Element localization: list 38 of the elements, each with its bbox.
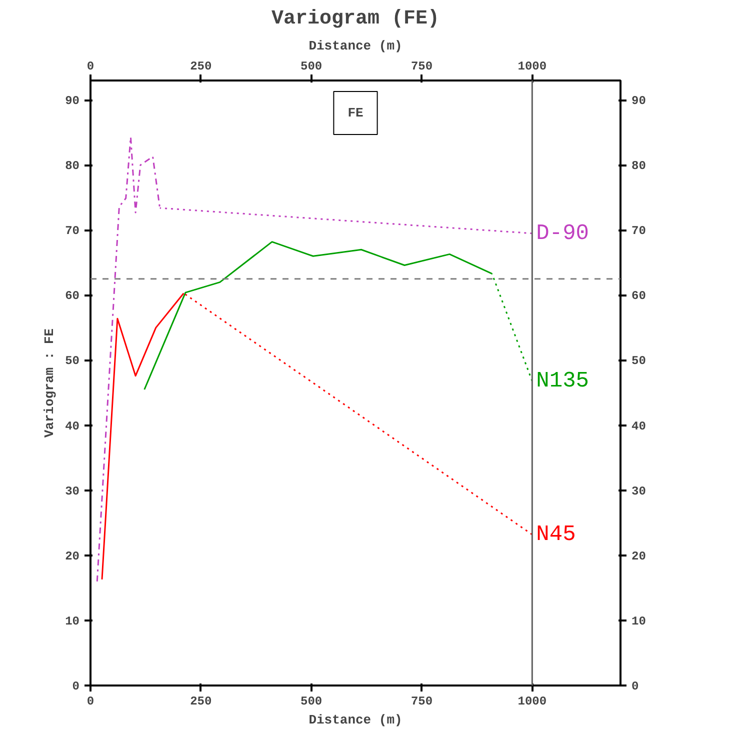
y-tick-label: 60: [65, 289, 80, 304]
y-tick-label: 50: [65, 354, 80, 368]
x2-tick-label: 1000: [518, 694, 547, 708]
y-tick-label: 10: [65, 614, 80, 628]
y2-tick-label: 20: [632, 549, 646, 564]
x2-tick-label: 0: [86, 694, 94, 708]
y2-tick-label: 90: [632, 94, 646, 108]
y2-tick-label: 80: [632, 159, 646, 174]
x-tick-label: 0: [86, 60, 94, 74]
x2-tick-label: 500: [300, 694, 322, 708]
y2-tick-label: 0: [632, 680, 639, 694]
series-label: N45: [536, 522, 576, 548]
x2-tick-label: 750: [410, 694, 433, 708]
y-tick-label: 40: [65, 419, 80, 434]
y2-tick-label: 70: [632, 224, 646, 238]
x2-axis-title: Distance (m): [308, 38, 402, 54]
x-tick-label: 500: [300, 60, 322, 74]
y2-tick-label: 60: [632, 289, 646, 304]
y-axis-title: Variogram : FE: [42, 328, 58, 438]
y-tick-label: 90: [65, 94, 80, 108]
y2-tick-label: 30: [632, 484, 646, 498]
y-tick-label: 80: [65, 159, 80, 174]
x-tick-label: 1000: [518, 60, 547, 74]
y-tick-label: 30: [65, 484, 80, 498]
y2-tick-label: 50: [632, 354, 646, 368]
y-tick-label: 0: [72, 680, 80, 694]
y2-tick-label: 10: [632, 614, 646, 628]
x2-tick-label: 250: [190, 694, 212, 708]
x-tick-label: 750: [410, 60, 433, 74]
x-axis-title: Distance (m): [308, 712, 402, 728]
x-tick-label: 250: [190, 60, 212, 74]
y-tick-label: 70: [65, 224, 80, 238]
series-label: N135: [536, 368, 589, 394]
series-label: D-90: [536, 220, 589, 246]
y2-tick-label: 40: [632, 419, 646, 434]
annotation: FE: [348, 106, 364, 121]
chart-title: Variogram (FE): [271, 8, 440, 30]
y-tick-label: 20: [65, 549, 80, 564]
